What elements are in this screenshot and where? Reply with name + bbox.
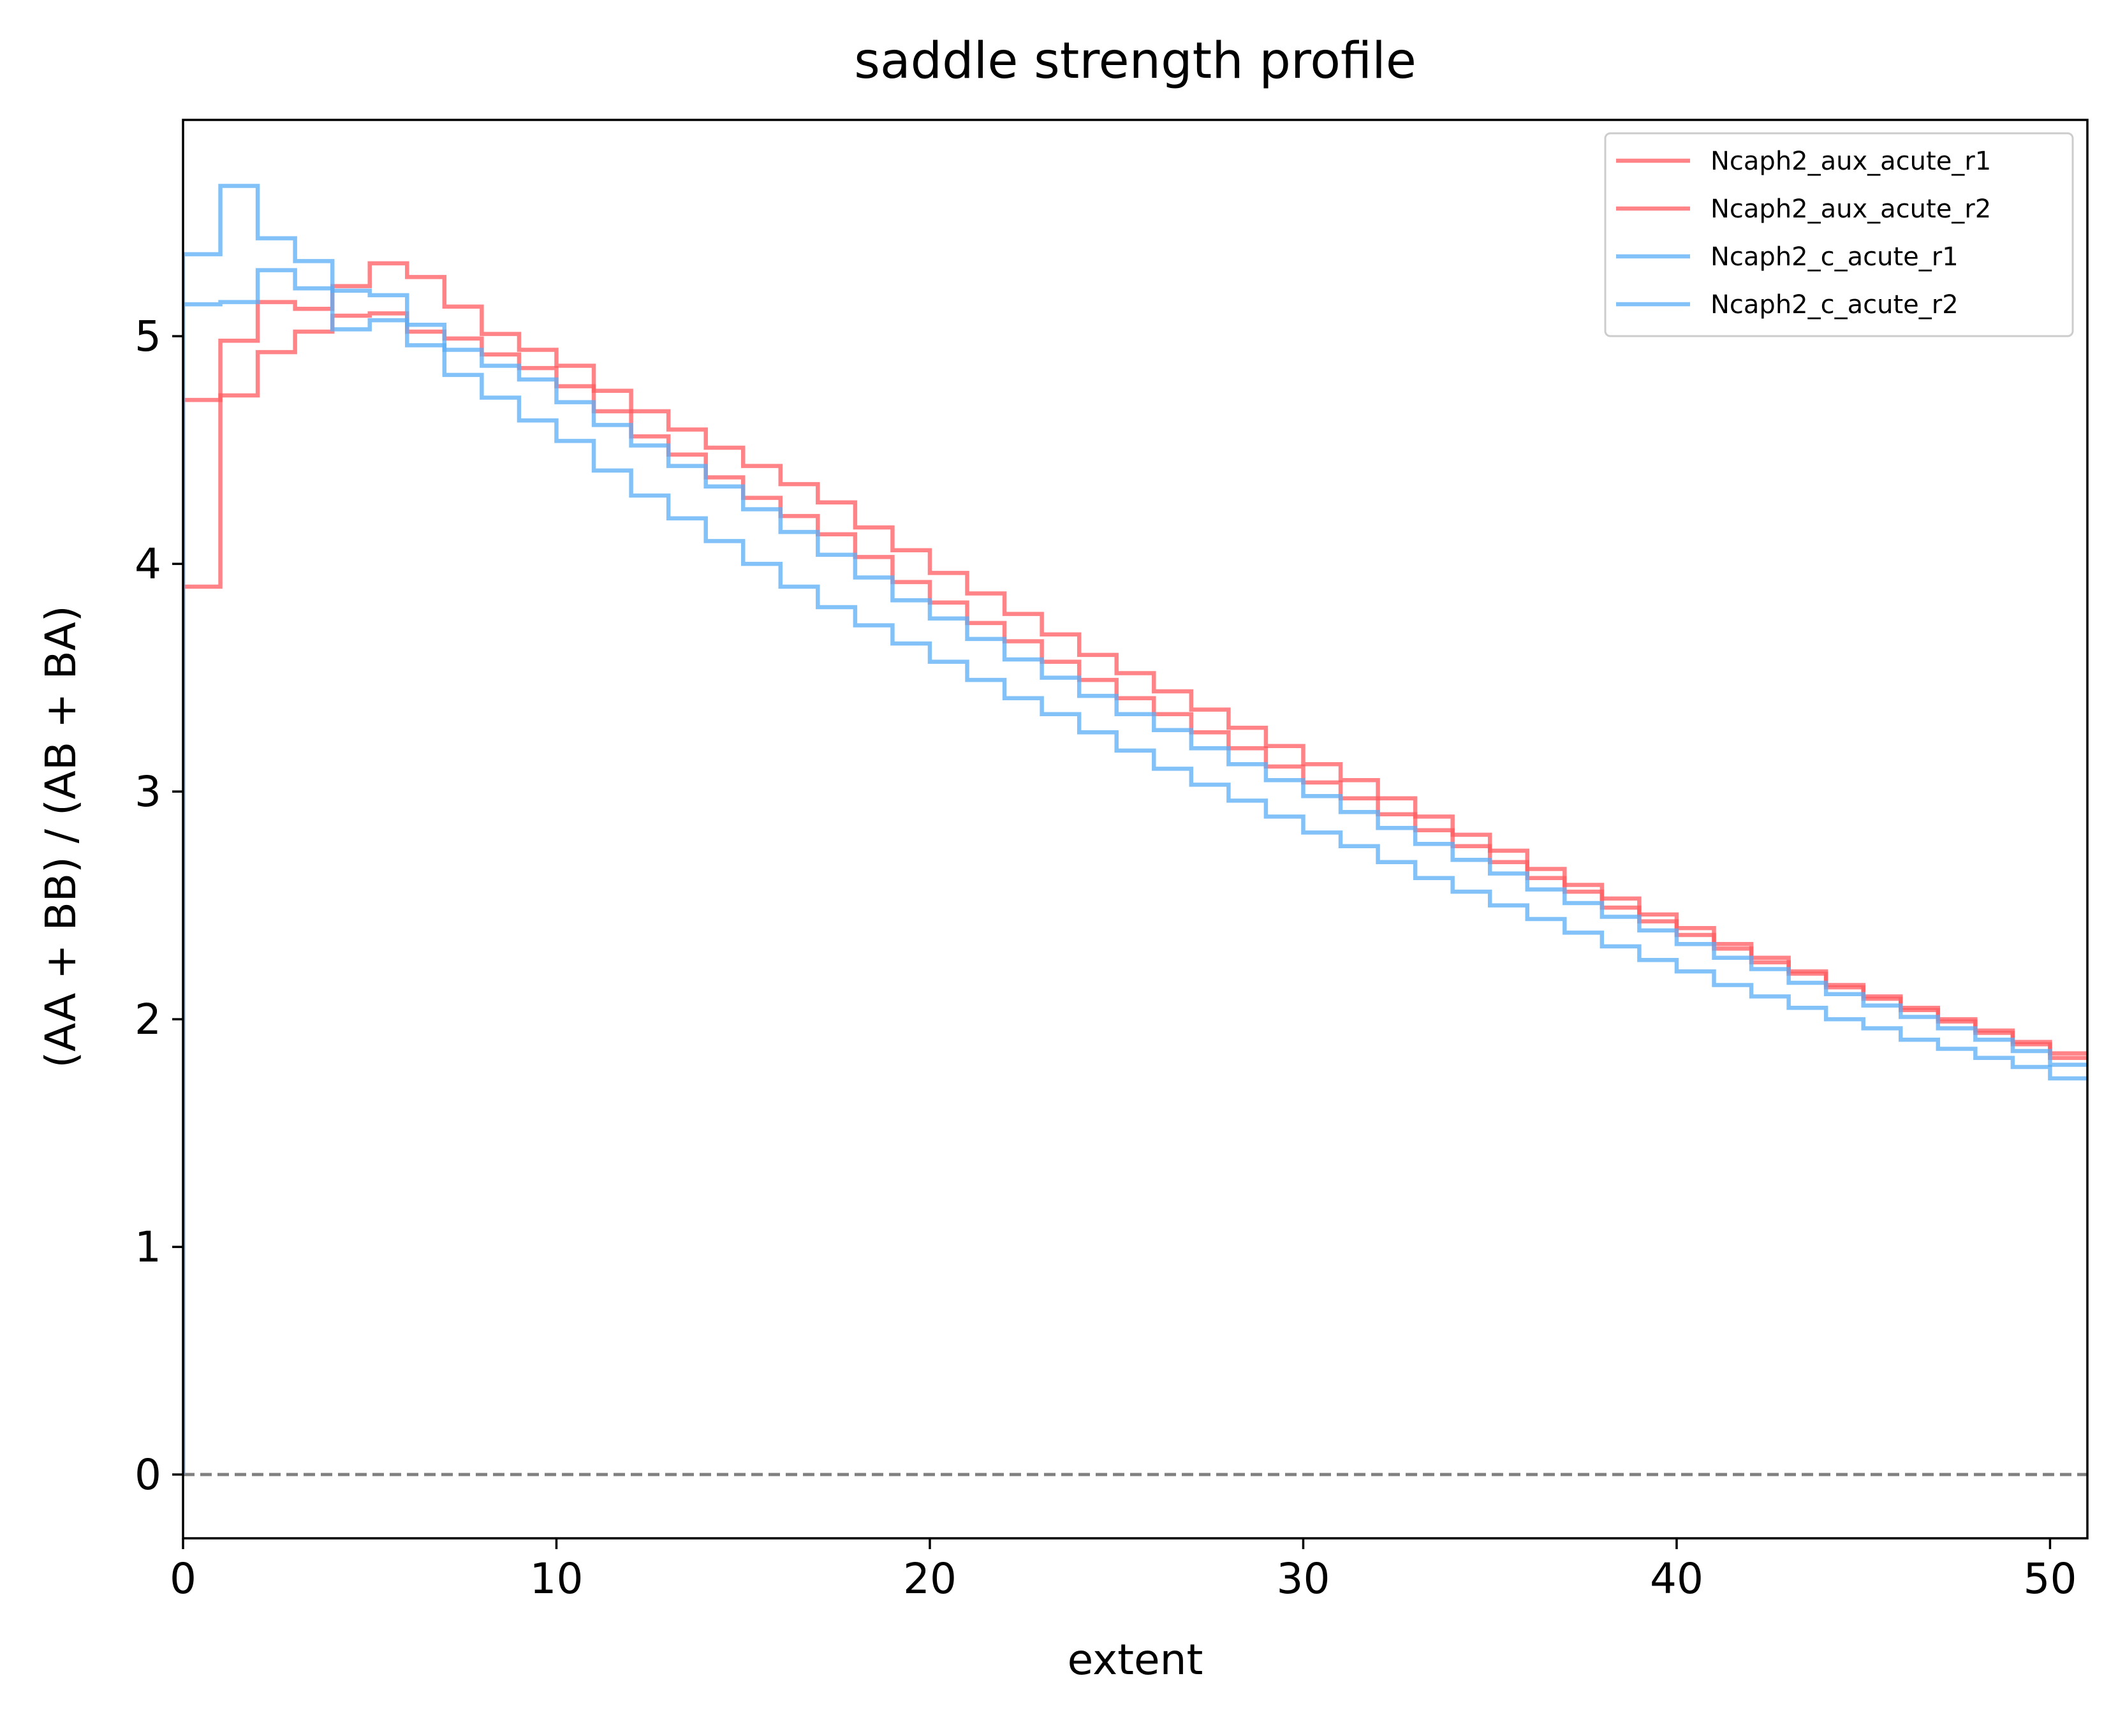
- legend-label: Ncaph2_aux_acute_r2: [1710, 195, 1991, 224]
- y-tick-label: 3: [135, 767, 161, 816]
- x-axis-label: extent: [1068, 1635, 1203, 1684]
- axes-frame: [182, 119, 2089, 1540]
- y-tick-label: 5: [135, 312, 161, 361]
- series-line-4: [183, 268, 2087, 1475]
- y-tick-label: 4: [135, 540, 161, 589]
- y-tick-label: 1: [135, 1223, 161, 1272]
- x-tick-label: 40: [1650, 1554, 1703, 1603]
- x-tick-label: 10: [529, 1554, 583, 1603]
- y-axis-label: (AA + BB) / (AB + BA): [36, 605, 85, 1068]
- legend: Ncaph2_aux_acute_r1 Ncaph2_aux_acute_r2 Nc…: [1604, 132, 2074, 337]
- plot-area: [182, 119, 2089, 1540]
- x-tick-label: 0: [170, 1554, 196, 1603]
- legend-label: Ncaph2_aux_acute_r1: [1710, 147, 1991, 176]
- y-tick-label: 2: [135, 995, 161, 1044]
- x-axis-ticks: 0 10 20 30 40 50: [170, 1538, 2077, 1603]
- legend-label: Ncaph2_c_acute_r2: [1710, 290, 1959, 320]
- series-line-3: [183, 184, 2087, 1475]
- x-tick-label: 20: [903, 1554, 957, 1603]
- x-tick-label: 50: [2023, 1554, 2077, 1603]
- legend-label: Ncaph2_c_acute_r1: [1710, 242, 1959, 272]
- chart-title: saddle strength profile: [854, 33, 1416, 90]
- y-tick-label: 0: [135, 1450, 161, 1499]
- legend-box: [1604, 132, 2074, 337]
- x-tick-label: 30: [1276, 1554, 1330, 1603]
- y-axis-ticks: 0 1 2 3 4 5: [135, 312, 183, 1499]
